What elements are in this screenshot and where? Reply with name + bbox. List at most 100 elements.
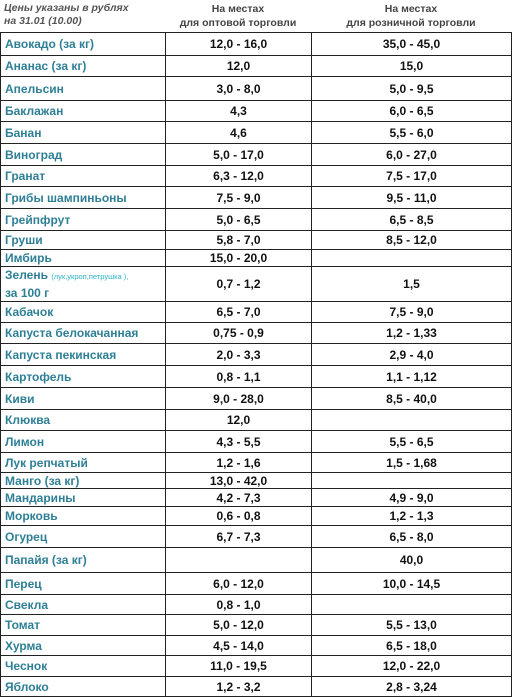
price-cell: 1,5 <box>311 266 512 302</box>
product-cell: Киви <box>0 387 166 410</box>
price-cell: 6,5 - 8,5 <box>311 208 512 231</box>
price-cell: 7,5 - 9,0 <box>311 301 512 323</box>
price-wholesale: 5,0 - 17,0 <box>213 147 264 162</box>
price-cell: 2,0 - 3,3 <box>165 343 312 366</box>
product-name: Кабачок <box>5 305 54 319</box>
price-cell: 5,5 - 13,0 <box>311 614 512 636</box>
price-cell: 15,0 - 20,0 <box>165 249 312 267</box>
price-wholesale: 13,0 - 42,0 <box>209 473 268 488</box>
price-wholesale: 4,6 <box>230 125 247 140</box>
price-cell: 8,5 - 40,0 <box>311 387 512 410</box>
table-row: Хурма 4,5 - 14,0 6,5 - 18,0 <box>0 635 512 656</box>
price-retail: 6,0 - 6,5 <box>389 104 434 118</box>
product-cell: Имбирь <box>0 249 166 267</box>
product-name: Перец <box>5 576 42 591</box>
price-wholesale: 5,0 - 6,5 <box>216 212 261 227</box>
price-retail: 5,5 - 6,0 <box>389 125 434 140</box>
price-retail: 4,9 - 9,0 <box>389 490 434 505</box>
table-row: Авокадо (за кг) 12,0 - 16,0 35,0 - 45,0 <box>0 32 512 56</box>
price-cell: 4,5 - 14,0 <box>165 635 312 656</box>
product-name: Зелень <box>5 268 48 282</box>
product-name: Свекла <box>5 597 49 612</box>
price-cell: 4,2 - 7,3 <box>165 488 312 507</box>
price-cell: 6,7 - 7,3 <box>165 525 312 548</box>
product-name: Ананас (за кг) <box>5 59 87 73</box>
table-row: Баклажан 4,3 6,0 - 6,5 <box>0 100 512 122</box>
price-cell: 2,9 - 4,0 <box>311 343 512 366</box>
product-cell: Капуста белокачанная <box>0 322 166 344</box>
product-cell: Свекла <box>0 594 166 615</box>
product-name: Виноград <box>5 147 63 162</box>
price-retail: 15,0 <box>399 59 424 73</box>
price-cell: 1,2 - 3,2 <box>165 676 312 697</box>
table-row: Мандарины 4,2 - 7,3 4,9 - 9,0 <box>0 488 512 507</box>
table-row: Клюква 12,0 <box>0 409 512 431</box>
price-note: Цены указаны в рублях на 31.01 (10.00) <box>4 2 129 28</box>
price-cell: 12,0 - 16,0 <box>165 32 312 56</box>
price-wholesale: 3,0 - 8,0 <box>216 81 261 96</box>
product-cell: Лимон <box>0 430 166 453</box>
product-cell: Картофель <box>0 365 166 388</box>
price-wholesale: 7,5 - 9,0 <box>216 190 261 205</box>
price-cell <box>165 547 312 573</box>
price-cell: 6,0 - 12,0 <box>165 572 312 595</box>
price-wholesale: 0,7 - 1,2 <box>216 277 261 291</box>
product-name: Морковь <box>5 509 58 523</box>
price-cell: 3,0 - 8,0 <box>165 76 312 101</box>
price-cell: 0,8 - 1,0 <box>165 594 312 615</box>
price-wholesale: 6,7 - 7,3 <box>216 529 261 544</box>
price-wholesale: 4,2 - 7,3 <box>216 490 261 505</box>
price-cell <box>311 594 512 615</box>
price-cell: 1,1 - 1,12 <box>311 365 512 388</box>
table-row: Морковь 0,6 - 0,8 1,2 - 1,3 <box>0 506 512 526</box>
price-cell: 6,5 - 7,0 <box>165 301 312 323</box>
price-wholesale: 6,3 - 12,0 <box>213 169 264 183</box>
product-cell: Ананас (за кг) <box>0 55 166 77</box>
product-cell: Грейпфрут <box>0 208 166 231</box>
product-cell: Морковь <box>0 506 166 526</box>
table-row: Грибы шампиньоны 7,5 - 9,0 9,5 - 11,0 <box>0 186 512 209</box>
table-row: Лук репчатый 1,2 - 1,6 1,5 - 1,68 <box>0 452 512 473</box>
product-name: Картофель <box>5 369 72 384</box>
price-cell: 13,0 - 42,0 <box>165 472 312 489</box>
price-wholesale: 2,0 - 3,3 <box>216 347 261 362</box>
price-wholesale: 1,2 - 3,2 <box>216 679 261 694</box>
price-retail: 5,5 - 13,0 <box>386 618 437 632</box>
product-name: Груши <box>5 233 43 247</box>
price-wholesale: 12,0 - 16,0 <box>209 37 268 51</box>
product-name: Яблоко <box>5 679 49 694</box>
price-retail: 6,5 - 18,0 <box>386 638 437 653</box>
price-retail: 2,9 - 4,0 <box>389 347 434 362</box>
table-row: Имбирь 15,0 - 20,0 <box>0 249 512 267</box>
price-cell <box>311 249 512 267</box>
price-wholesale: 4,3 - 5,5 <box>216 434 261 449</box>
product-cell: Лук репчатый <box>0 452 166 473</box>
product-cell: Клюква <box>0 409 166 431</box>
column-header: На местах для оптовой торговли <box>165 2 311 30</box>
price-cell: 6,3 - 12,0 <box>165 165 312 187</box>
table-row: Свекла 0,8 - 1,0 <box>0 594 512 615</box>
price-wholesale: 1,2 - 1,6 <box>216 455 261 470</box>
note-line: на 31.01 (10.00) <box>4 15 82 27</box>
price-cell: 7,5 - 9,0 <box>165 186 312 209</box>
price-cell: 0,6 - 0,8 <box>165 506 312 526</box>
product-name: Гранат <box>5 169 46 183</box>
price-retail: 1,2 - 1,33 <box>386 326 437 340</box>
price-cell <box>311 472 512 489</box>
product-cell: Баклажан <box>0 100 166 122</box>
price-cell: 12,0 <box>165 55 312 77</box>
price-wholesale: 0,8 - 1,0 <box>216 597 261 612</box>
price-retail: 1,5 - 1,68 <box>386 455 437 470</box>
price-cell: 0,75 - 0,9 <box>165 322 312 344</box>
product-name: Хурма <box>5 638 42 653</box>
price-cell: 0,7 - 1,2 <box>165 266 312 302</box>
product-name: Апельсин <box>5 81 64 96</box>
price-wholesale: 4,5 - 14,0 <box>213 638 264 653</box>
product-name: Огурец <box>5 529 48 544</box>
price-retail: 1,2 - 1,3 <box>389 509 434 523</box>
price-wholesale: 6,5 - 7,0 <box>216 305 261 319</box>
table-row: Ананас (за кг) 12,0 15,0 <box>0 55 512 77</box>
table-row: Томат 5,0 - 12,0 5,5 - 13,0 <box>0 614 512 636</box>
price-wholesale: 5,0 - 12,0 <box>213 618 264 632</box>
price-retail: 8,5 - 40,0 <box>386 391 437 406</box>
